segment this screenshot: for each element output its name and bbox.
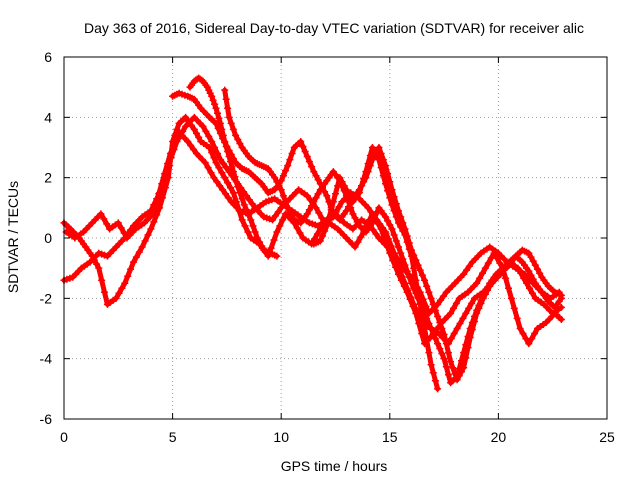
series-track-7	[310, 144, 442, 393]
chart-title: Day 363 of 2016, Sidereal Day-to-day VTE…	[84, 20, 584, 36]
series-line	[170, 90, 564, 383]
tick-labels: 0 5 10 15 20 25 -6 -4 -2 0 2 4 6	[40, 49, 615, 445]
series-markers	[186, 74, 281, 260]
x-tick-label: 5	[169, 429, 177, 445]
x-tick-label: 15	[382, 429, 398, 445]
y-tick-label: 2	[44, 170, 52, 186]
series-track-6	[221, 86, 565, 387]
series-markers	[221, 86, 565, 387]
y-tick-label: -6	[40, 411, 53, 427]
series-line	[61, 114, 562, 316]
series-line	[61, 114, 564, 347]
axis-ticks	[63, 56, 608, 420]
y-tick-label: 6	[44, 49, 52, 65]
y-axis-label: SDTVAR / TECUs	[5, 181, 21, 293]
series-track-5	[186, 74, 281, 260]
y-tick-label: 0	[44, 230, 52, 246]
plot-area	[60, 74, 565, 393]
series-markers	[310, 144, 442, 393]
y-tick-label: 4	[44, 109, 52, 125]
series-track-4	[169, 89, 565, 384]
series-markers	[169, 89, 565, 384]
x-tick-label: 0	[60, 429, 68, 445]
x-tick-label: 10	[273, 429, 289, 445]
x-tick-label: 20	[491, 429, 507, 445]
y-tick-label: -4	[40, 351, 53, 367]
x-tick-label: 25	[599, 429, 615, 445]
series-line	[311, 145, 441, 392]
x-axis-label: GPS time / hours	[281, 458, 388, 474]
y-tick-label: -2	[40, 290, 53, 306]
